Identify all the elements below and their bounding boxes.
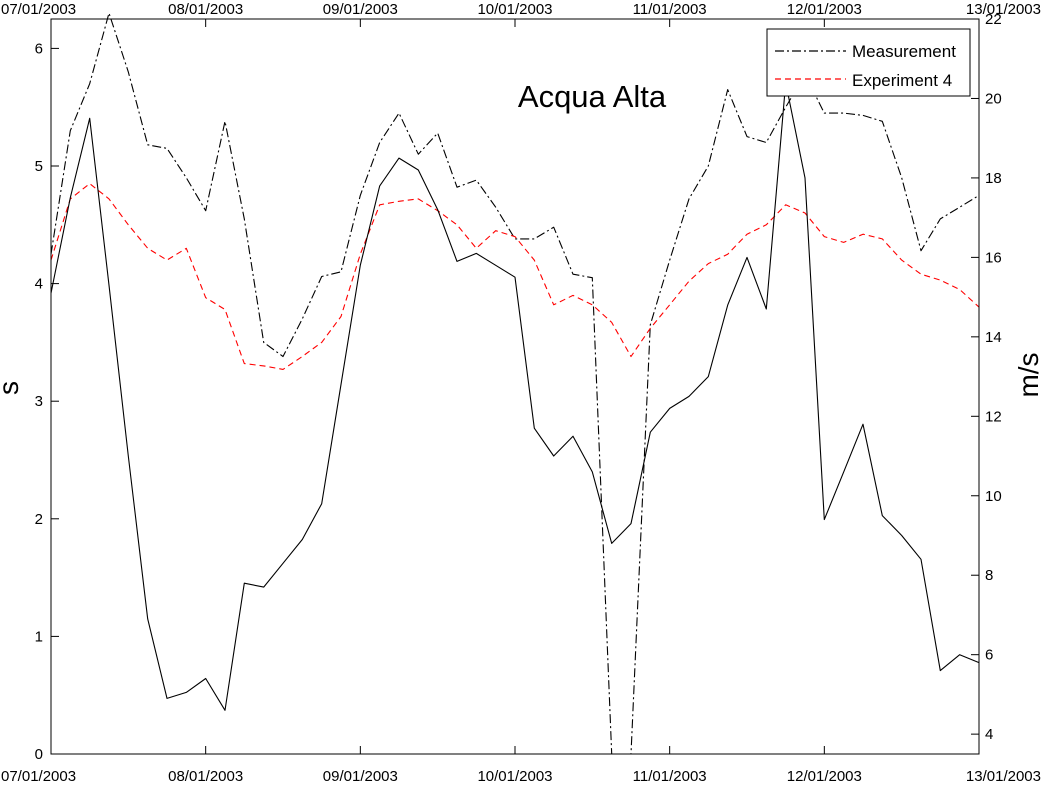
- y-left-tick-label-0: 0: [35, 746, 43, 763]
- y-right-tick-label-8: 8: [985, 567, 993, 584]
- plot-frame: [50, 18, 980, 755]
- x-tick-label-bottom-10-01-2003: 10/01/2003: [477, 768, 552, 782]
- y-right-tick-label-12: 12: [985, 408, 1002, 425]
- series-line-series-2-right-axis: [50, 82, 980, 711]
- y-left-tick-label-5: 5: [35, 158, 43, 175]
- y-left-tick-label-1: 1: [35, 628, 43, 645]
- y-right-tick-label-20: 20: [985, 90, 1002, 107]
- legend: Measurement Experiment 4: [766, 28, 971, 97]
- chart-title: Acqua Alta: [518, 79, 667, 114]
- x-tick-label-top-11-01-2003: 11/01/2003: [633, 1, 707, 18]
- series-line-measurement: [50, 12, 980, 755]
- x-tick-label-top-10-01-2003: 10/01/2003: [477, 1, 552, 18]
- legend-box: [766, 28, 971, 97]
- x-tick-label-bottom-08-01-2003: 08/01/2003: [168, 768, 243, 782]
- y-right-tick-label-18: 18: [985, 170, 1002, 187]
- x-tick-label-top-07-01-2003: 07/01/2003: [1, 1, 76, 18]
- series-layer: [50, 12, 980, 755]
- ticks-layer: [50, 18, 980, 755]
- x-tick-label-top-13-01-2003: 13/01/2003: [966, 1, 1041, 18]
- series-line-experiment-4: [50, 183, 980, 370]
- y-right-tick-label-6: 6: [985, 647, 993, 664]
- y-left-tick-label-4: 4: [35, 276, 43, 293]
- x-tick-label-bottom-11-01-2003: 11/01/2003: [633, 768, 707, 782]
- y-right-tick-label-10: 10: [985, 488, 1002, 505]
- legend-label-measurement: Measurement: [852, 42, 956, 61]
- legend-label-experiment-4: Experiment 4: [852, 71, 952, 90]
- x-tick-label-bottom-09-01-2003: 09/01/2003: [323, 768, 398, 782]
- y-left-tick-label-6: 6: [35, 40, 43, 57]
- x-tick-label-bottom-13-01-2003: 13/01/2003: [966, 768, 1041, 782]
- x-tick-label-bottom-07-01-2003: 07/01/2003: [1, 768, 76, 782]
- y-axis-left-title: s: [0, 381, 24, 395]
- x-tick-label-top-08-01-2003: 08/01/2003: [168, 1, 243, 18]
- x-tick-label-bottom-12-01-2003: 12/01/2003: [787, 768, 862, 782]
- y-right-tick-label-4: 4: [985, 726, 993, 743]
- y-axis-right-title: m/s: [1013, 352, 1043, 397]
- y-left-tick-label-3: 3: [35, 393, 43, 410]
- x-tick-label-top-09-01-2003: 09/01/2003: [323, 1, 398, 18]
- y-right-tick-label-22: 22: [985, 11, 1002, 28]
- y-right-tick-label-16: 16: [985, 249, 1002, 266]
- x-tick-label-top-12-01-2003: 12/01/2003: [787, 1, 862, 18]
- y-right-tick-label-14: 14: [985, 329, 1002, 346]
- y-left-tick-label-2: 2: [35, 511, 43, 528]
